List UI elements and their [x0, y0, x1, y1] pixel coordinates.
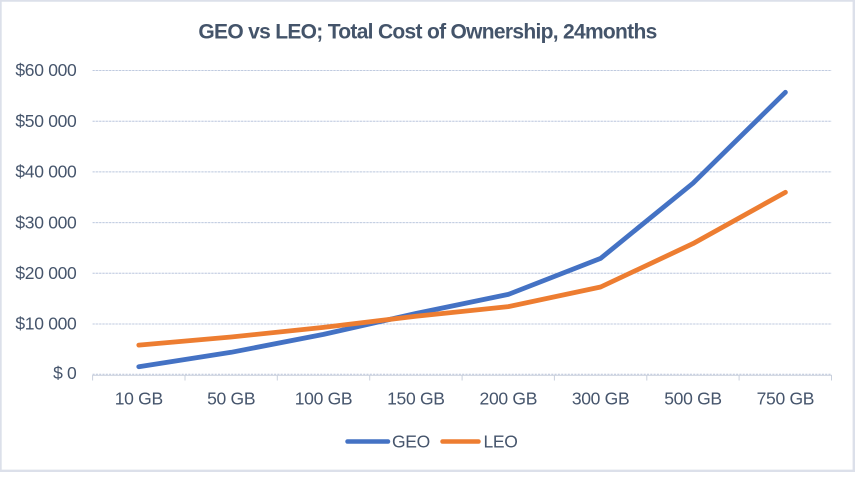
- svg-text:200 GB: 200 GB: [480, 389, 538, 409]
- svg-text:$50 000: $50 000: [15, 111, 77, 131]
- svg-text:$20 000: $20 000: [15, 263, 77, 283]
- svg-text:100 GB: 100 GB: [295, 389, 353, 409]
- svg-text:GEO vs LEO; Total Cost of Owne: GEO vs LEO; Total Cost of Ownership, 24m…: [198, 21, 656, 44]
- svg-text:50 GB: 50 GB: [207, 389, 255, 409]
- svg-text:LEO: LEO: [484, 432, 518, 452]
- svg-text:500 GB: 500 GB: [664, 389, 722, 409]
- svg-text:$30 000: $30 000: [15, 212, 77, 232]
- svg-text:750 GB: 750 GB: [757, 389, 815, 409]
- svg-text:150 GB: 150 GB: [387, 389, 445, 409]
- svg-text:300 GB: 300 GB: [572, 389, 630, 409]
- svg-text:$10 000: $10 000: [15, 314, 77, 334]
- svg-text:10 GB: 10 GB: [115, 389, 163, 409]
- svg-text:GEO: GEO: [392, 432, 430, 452]
- svg-text:$60 000: $60 000: [15, 60, 77, 80]
- svg-text:$40 000: $40 000: [15, 162, 77, 182]
- svg-text:$ 0: $ 0: [53, 363, 77, 383]
